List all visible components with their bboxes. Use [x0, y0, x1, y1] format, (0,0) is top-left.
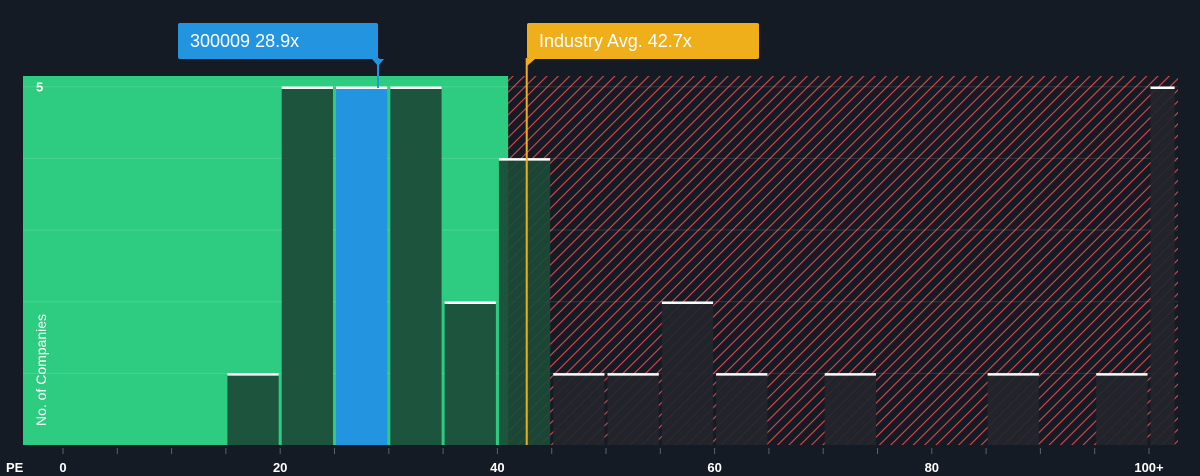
x-tick-label: 80 — [925, 460, 939, 475]
x-tick-label: 40 — [490, 460, 504, 475]
y-axis-label: No. of Companies — [33, 314, 49, 426]
histogram-bar — [336, 86, 388, 446]
histogram-bar — [390, 86, 442, 446]
industry-avg-label: Industry Avg. 42.7x — [539, 31, 692, 51]
histogram-bar — [824, 373, 876, 445]
x-tick-label: 100+ — [1134, 460, 1164, 475]
histogram-bar — [716, 373, 768, 445]
x-tick-label: 20 — [273, 460, 287, 475]
x-tick-label: 0 — [59, 460, 66, 475]
company-pe-value: 28.9x — [255, 31, 300, 51]
histogram-bar — [281, 86, 333, 446]
histogram-bar — [553, 373, 605, 445]
y-tick-label: 5 — [36, 80, 43, 95]
x-tick-label: 60 — [707, 460, 721, 475]
company-pe-callout: 300009 28.9x — [178, 23, 384, 66]
x-axis-label: PE — [6, 460, 24, 475]
histogram-bar — [987, 373, 1039, 445]
industry-avg-callout: Industry Avg. 42.7x — [527, 23, 759, 66]
histogram-bar — [661, 301, 714, 445]
histogram-bar — [444, 301, 496, 445]
histogram-bar — [607, 373, 659, 445]
company-ticker: 300009 — [190, 31, 251, 51]
histogram-bar — [1096, 373, 1148, 445]
histogram-bar — [1150, 86, 1175, 446]
histogram-bar — [227, 373, 279, 445]
histogram-bar — [498, 158, 551, 445]
